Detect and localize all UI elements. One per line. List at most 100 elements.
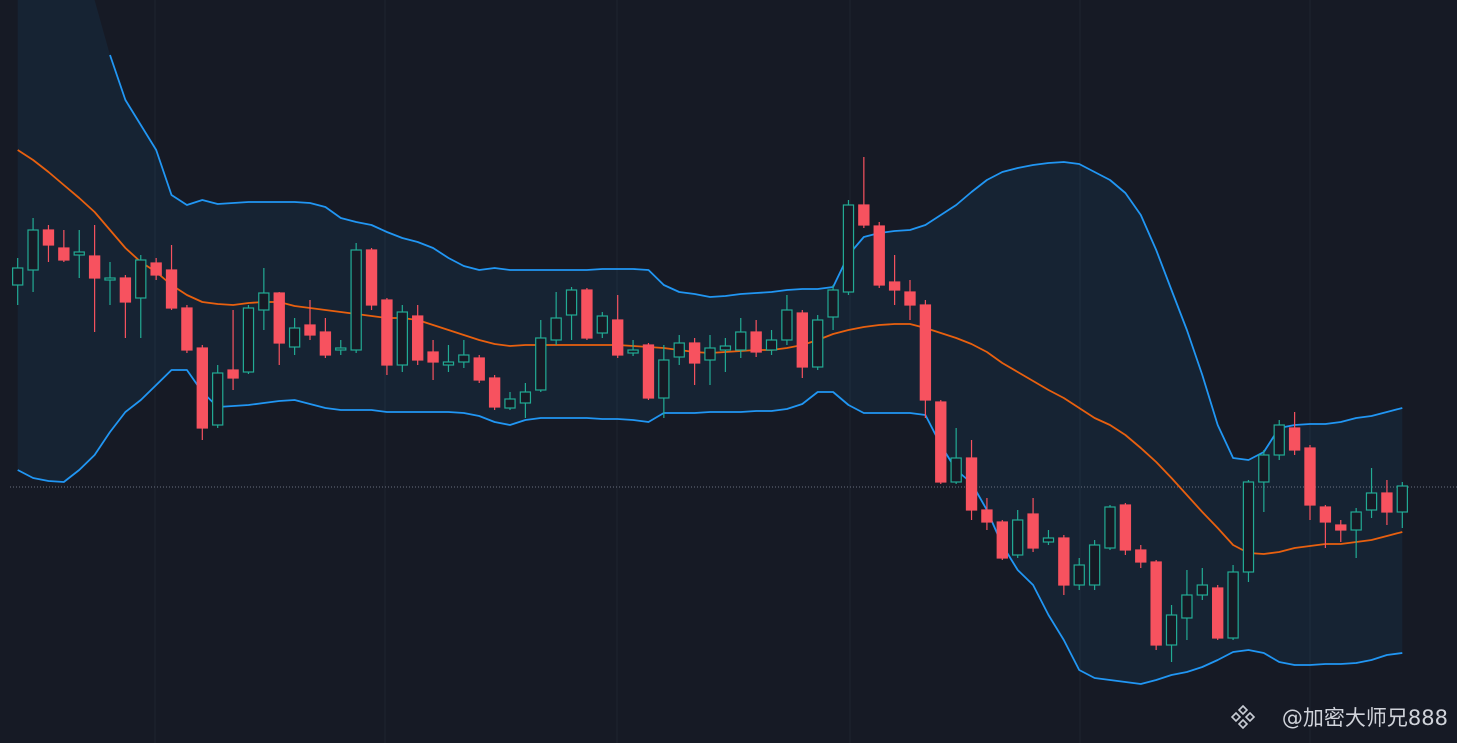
candle-body bbox=[812, 319, 824, 368]
upper-band bbox=[109, 54, 1403, 461]
candle-body bbox=[565, 289, 578, 316]
candle-body bbox=[27, 229, 39, 271]
candle-body bbox=[919, 304, 932, 401]
candle-body bbox=[642, 344, 655, 399]
candle-body bbox=[888, 281, 901, 291]
candle-body bbox=[258, 292, 270, 311]
candle-body bbox=[827, 289, 839, 318]
candle-body bbox=[950, 457, 962, 483]
logo-part bbox=[1230, 711, 1242, 723]
candle-body bbox=[858, 204, 870, 226]
candle-body bbox=[1335, 524, 1347, 531]
candle-body bbox=[473, 357, 485, 381]
candle-body bbox=[550, 317, 562, 341]
candle-body bbox=[581, 289, 593, 339]
candle-body bbox=[242, 307, 255, 373]
candle-body bbox=[596, 315, 608, 334]
candle-body bbox=[458, 354, 470, 363]
candle-body bbox=[504, 398, 516, 409]
logo-part bbox=[1237, 704, 1249, 716]
candle-body bbox=[1258, 454, 1270, 483]
candle-body bbox=[673, 342, 685, 358]
candle-body bbox=[1381, 492, 1393, 513]
candle-body bbox=[319, 331, 332, 356]
candle-body bbox=[1242, 481, 1255, 573]
candle-body bbox=[935, 401, 947, 483]
candle-body bbox=[42, 229, 55, 246]
lower-band bbox=[17, 369, 1403, 685]
candle-body bbox=[104, 277, 116, 281]
plot-area bbox=[10, 0, 1457, 685]
logo-part bbox=[1244, 711, 1256, 723]
candle-body bbox=[1304, 447, 1316, 506]
candle-body bbox=[350, 249, 362, 351]
candle-body bbox=[181, 307, 193, 351]
candle-body bbox=[1088, 544, 1101, 586]
candle-body bbox=[904, 291, 916, 306]
candle-body bbox=[396, 311, 408, 366]
candle-body bbox=[1042, 537, 1055, 543]
candle-body bbox=[873, 225, 885, 286]
candle-body bbox=[135, 259, 147, 299]
candle-body bbox=[442, 361, 455, 366]
candle-body bbox=[1135, 549, 1147, 563]
candle-body bbox=[1181, 594, 1193, 619]
candle-body bbox=[1227, 571, 1239, 639]
candle-body bbox=[1012, 519, 1024, 556]
candle-body bbox=[735, 331, 747, 351]
candle-body bbox=[612, 319, 624, 356]
candle-body bbox=[381, 299, 393, 366]
candle-body bbox=[196, 347, 208, 429]
candle-body bbox=[535, 337, 547, 391]
candle-body bbox=[704, 347, 716, 361]
candle-body bbox=[1104, 506, 1116, 549]
candle-body bbox=[1165, 614, 1178, 646]
candle-body bbox=[88, 255, 101, 279]
candle-body bbox=[996, 521, 1008, 559]
candle-body bbox=[519, 391, 532, 404]
candle-body bbox=[1350, 511, 1362, 531]
candle-body bbox=[981, 509, 993, 523]
candle-body bbox=[165, 269, 178, 309]
candle-body bbox=[965, 457, 978, 511]
candle-body bbox=[58, 247, 70, 261]
candle-body bbox=[304, 324, 316, 336]
candle-body bbox=[765, 339, 778, 351]
candle-body bbox=[1212, 587, 1224, 639]
candle-body bbox=[427, 351, 439, 363]
candle-body bbox=[1365, 492, 1378, 511]
candle-body bbox=[781, 309, 793, 341]
watermark-logo bbox=[1230, 704, 1256, 730]
candle-body bbox=[488, 377, 501, 408]
candle-body bbox=[1119, 504, 1132, 551]
candle-body bbox=[796, 312, 808, 368]
candle-body bbox=[627, 349, 639, 354]
candle-body bbox=[1273, 424, 1285, 456]
candle-body bbox=[688, 342, 701, 364]
candle-body bbox=[365, 249, 378, 306]
candle-body bbox=[73, 251, 85, 256]
candle-body bbox=[1150, 561, 1162, 646]
candle-body bbox=[750, 331, 762, 353]
candle-body bbox=[842, 204, 855, 293]
candle-body bbox=[1288, 427, 1301, 451]
candle-body bbox=[150, 262, 162, 276]
candle-body bbox=[1396, 485, 1408, 513]
logo-part bbox=[1237, 718, 1249, 730]
candle-body bbox=[288, 327, 301, 348]
candle-body bbox=[212, 372, 224, 426]
candle-body bbox=[273, 292, 285, 344]
candle-body bbox=[719, 345, 732, 351]
candle-body bbox=[335, 347, 347, 351]
candle-body bbox=[1196, 584, 1208, 596]
candle-body bbox=[658, 359, 670, 399]
candle-body bbox=[1058, 537, 1070, 586]
candle-body bbox=[1027, 513, 1039, 549]
candle-body bbox=[1073, 564, 1085, 586]
candle-body bbox=[412, 315, 424, 361]
candle-body bbox=[1319, 506, 1332, 523]
candle-body bbox=[119, 277, 132, 303]
candle-body bbox=[12, 267, 24, 286]
